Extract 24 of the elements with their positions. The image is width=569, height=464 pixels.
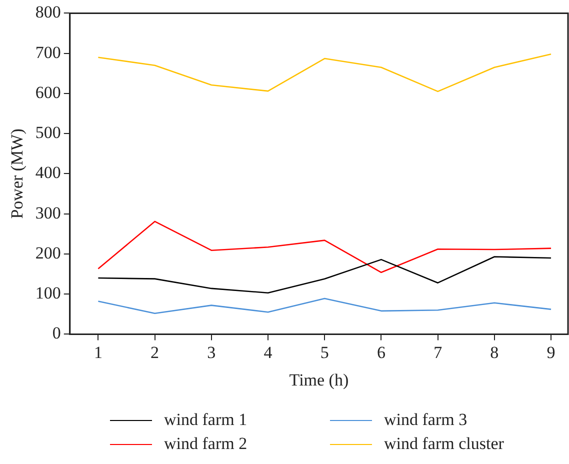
legend-label: wind farm 3: [384, 410, 468, 430]
y-tick-label: 100: [35, 284, 61, 303]
y-tick-label: 700: [35, 42, 61, 62]
y-tick-label: 500: [35, 123, 61, 142]
x-tick-label: 5: [320, 342, 329, 362]
legend-label: wind farm 2: [164, 434, 248, 454]
x-tick-label: 4: [264, 342, 273, 362]
legend-label: wind farm cluster: [384, 434, 504, 454]
x-axis-title: Time (h): [289, 370, 349, 390]
y-tick-label: 800: [35, 2, 61, 22]
x-tick-label: 8: [490, 342, 499, 362]
y-tick-label: 0: [52, 324, 61, 343]
x-tick-label: 6: [376, 342, 386, 362]
x-tick-label: 3: [207, 342, 216, 362]
x-tick-label: 9: [546, 342, 556, 362]
x-tick-label: 7: [434, 342, 443, 362]
y-tick-label: 600: [35, 82, 61, 102]
legend-label: wind farm 1: [164, 410, 248, 430]
x-tick-label: 2: [150, 342, 160, 362]
x-tick-label: 1: [94, 342, 102, 362]
y-tick-label: 300: [35, 203, 61, 222]
y-tick-label: 200: [35, 243, 61, 262]
y-axis-title: Power (MW): [8, 128, 27, 219]
y-tick-label: 400: [35, 163, 61, 182]
